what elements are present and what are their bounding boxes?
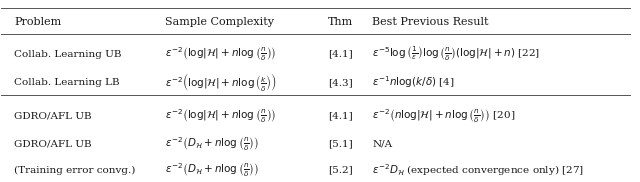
Text: [5.2]: [5.2] bbox=[328, 166, 353, 175]
Text: (Training error convg.): (Training error convg.) bbox=[14, 166, 135, 175]
Text: $\varepsilon^{-1}n\log(k/\delta)$ [4]: $\varepsilon^{-1}n\log(k/\delta)$ [4] bbox=[372, 74, 455, 90]
Text: $\varepsilon^{-2}\left(\log|\mathcal{H}| + n\log\left(\frac{k}{\delta}\right)\ri: $\varepsilon^{-2}\left(\log|\mathcal{H}|… bbox=[165, 71, 276, 93]
Text: Collab. Learning UB: Collab. Learning UB bbox=[14, 50, 122, 59]
Text: $\varepsilon^{-2}\left(n\log|\mathcal{H}| + n\log\left(\frac{n}{\delta}\right)\r: $\varepsilon^{-2}\left(n\log|\mathcal{H}… bbox=[372, 107, 516, 125]
Text: [4.1]: [4.1] bbox=[328, 111, 353, 120]
Text: Problem: Problem bbox=[14, 17, 61, 27]
Text: Sample Complexity: Sample Complexity bbox=[165, 17, 274, 27]
Text: [4.1]: [4.1] bbox=[328, 50, 353, 59]
Text: $\varepsilon^{-2}\left(D_{\mathcal{H}} + n\log\left(\frac{n}{\delta}\right)\righ: $\varepsilon^{-2}\left(D_{\mathcal{H}} +… bbox=[165, 161, 259, 179]
Text: GDRO/AFL UB: GDRO/AFL UB bbox=[14, 139, 92, 148]
Text: [4.3]: [4.3] bbox=[328, 78, 353, 87]
Text: $\varepsilon^{-2}D_{\mathcal{H}}$ (expected convergence only) [27]: $\varepsilon^{-2}D_{\mathcal{H}}$ (expec… bbox=[372, 162, 584, 178]
Text: N/A: N/A bbox=[372, 139, 392, 148]
Text: $\varepsilon^{-2}\left(\log|\mathcal{H}| + n\log\left(\frac{n}{\delta}\right)\ri: $\varepsilon^{-2}\left(\log|\mathcal{H}|… bbox=[165, 107, 276, 125]
Text: Thm: Thm bbox=[328, 17, 353, 27]
Text: $\varepsilon^{-5}\log\left(\frac{1}{\varepsilon}\right)\log\left(\frac{n}{\delta: $\varepsilon^{-5}\log\left(\frac{1}{\var… bbox=[372, 45, 541, 63]
Text: [5.1]: [5.1] bbox=[328, 139, 353, 148]
Text: $\varepsilon^{-2}\left(D_{\mathcal{H}} + n\log\left(\frac{n}{\delta}\right)\righ: $\varepsilon^{-2}\left(D_{\mathcal{H}} +… bbox=[165, 135, 259, 153]
Text: Best Previous Result: Best Previous Result bbox=[372, 17, 489, 27]
Text: GDRO/AFL UB: GDRO/AFL UB bbox=[14, 111, 92, 120]
Text: $\varepsilon^{-2}\left(\log|\mathcal{H}| + n\log\left(\frac{n}{\delta}\right)\ri: $\varepsilon^{-2}\left(\log|\mathcal{H}|… bbox=[165, 45, 276, 63]
Text: Collab. Learning LB: Collab. Learning LB bbox=[14, 78, 120, 87]
